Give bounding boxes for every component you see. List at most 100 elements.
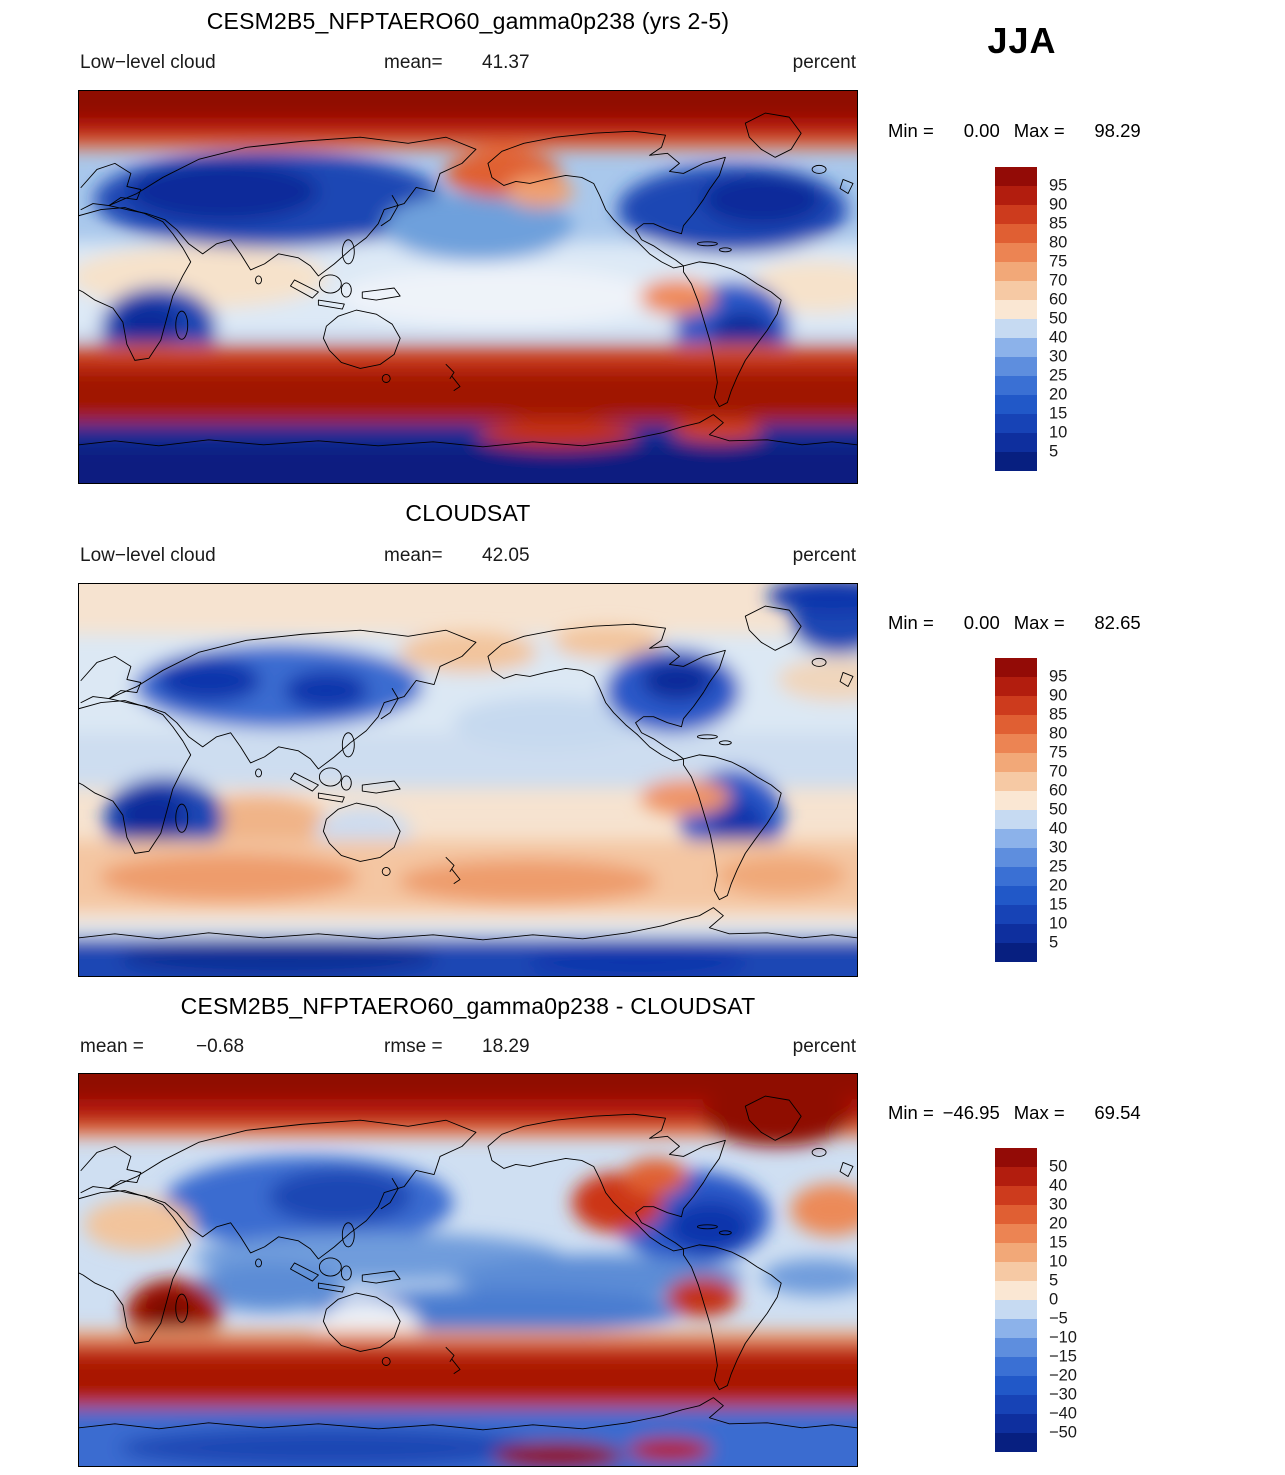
colorbar-tick-label: −5	[1049, 1309, 1068, 1328]
colorbar-tick-label: −30	[1049, 1385, 1077, 1404]
colorbar-segment	[995, 658, 1037, 677]
colorbar-segments	[995, 167, 1037, 471]
colorbar-segment	[995, 376, 1037, 395]
min-label: Min =	[888, 1102, 934, 1123]
colorbar-tick-label: 10	[1049, 1252, 1068, 1271]
mean-label: mean =	[80, 1036, 144, 1057]
colorbar-segment	[995, 810, 1037, 829]
colorbar-segment	[995, 1376, 1037, 1395]
colorbar-tick-label: −40	[1049, 1404, 1077, 1423]
colorbar-segment	[995, 715, 1037, 734]
colorbar-tick-label: 40	[1049, 819, 1068, 838]
colorbar-tick-label: 50	[1049, 1157, 1068, 1176]
colorbar-segment	[995, 433, 1037, 452]
colorbar-segments	[995, 658, 1037, 962]
colorbar-segment	[995, 1243, 1037, 1262]
colorbar-segment	[995, 224, 1037, 243]
colorbar-segment	[995, 357, 1037, 376]
max-label: Max =	[1013, 120, 1065, 141]
colorbar-segment	[995, 829, 1037, 848]
colorbar-tick-label: 85	[1049, 214, 1068, 233]
colorbar-model: 95 90 85 80 75 70 60 50 40 30 25 20 15 10 5	[995, 167, 1067, 471]
colorbar-tick-label: 10	[1049, 914, 1068, 933]
colorbar-segment	[995, 1281, 1037, 1300]
colorbar-segment	[995, 848, 1037, 867]
mean-value: 41.37	[482, 52, 530, 73]
colorbar-tick-label: 50	[1049, 309, 1068, 328]
colorbar-tick-label: 25	[1049, 857, 1068, 876]
colorbar-tick-label: 20	[1049, 1214, 1068, 1233]
colorbar-tick-label: 70	[1049, 762, 1068, 781]
colorbar-segment	[995, 791, 1037, 810]
colorbar-tick-label: 5	[1049, 442, 1059, 461]
colorbar-tick-label: 85	[1049, 705, 1068, 724]
max-label: Max =	[1013, 1102, 1065, 1123]
panel-cloudsat-stats: Low−level cloud mean= 42.05 percent	[78, 545, 858, 569]
colorbar-tick-label: 15	[1049, 1233, 1068, 1252]
colorbar-segment	[995, 753, 1037, 772]
colorbar-segment	[995, 943, 1037, 962]
colorbar-tick-label: 70	[1049, 271, 1068, 290]
colorbar-segment	[995, 1186, 1037, 1205]
colorbar-segment	[995, 1205, 1037, 1224]
colorbar-tick-label: 75	[1049, 743, 1068, 762]
colorbar-tick-label: 25	[1049, 366, 1068, 385]
panel-cloudsat-minmax: Min = 0.00 Max = 82.65	[888, 612, 1198, 634]
colorbar-segment	[995, 1262, 1037, 1281]
colorbar-segment	[995, 696, 1037, 715]
colorbar-tick-label: 15	[1049, 895, 1068, 914]
map-cloudsat-field	[79, 584, 857, 976]
colorbar-segment	[995, 319, 1037, 338]
colorbar-segment	[995, 1300, 1037, 1319]
colorbar-segment	[995, 1338, 1037, 1357]
colorbar-segment	[995, 734, 1037, 753]
colorbar-tick-label: 80	[1049, 233, 1068, 252]
colorbar-segment	[995, 414, 1037, 433]
colorbar-segment	[995, 452, 1037, 471]
colorbar-tick-label: −10	[1049, 1328, 1077, 1347]
colorbar-segment	[995, 677, 1037, 696]
min-value: −46.95	[942, 1102, 1000, 1123]
units-label: percent	[792, 545, 856, 566]
colorbar-tick-label: 10	[1049, 423, 1068, 442]
colorbar-tick-label: 5	[1049, 933, 1059, 952]
colorbar-segment	[995, 338, 1037, 357]
mean-value: −0.68	[196, 1036, 245, 1057]
units-label: percent	[792, 52, 856, 73]
colorbar-tick-label: 90	[1049, 686, 1068, 705]
colorbar-cloudsat: 95 90 85 80 75 70 60 50 40 30 25 20 15 10 5	[995, 658, 1067, 962]
colorbar-segment	[995, 905, 1037, 924]
min-value: 0.00	[963, 612, 1000, 633]
colorbar-segment	[995, 1224, 1037, 1243]
colorbar-segment	[995, 300, 1037, 319]
map-difference	[78, 1073, 858, 1467]
variable-label: Low−level cloud	[80, 52, 216, 73]
max-label: Max =	[1013, 612, 1065, 633]
variable-label: Low−level cloud	[80, 545, 216, 566]
colorbar-tick-label: 30	[1049, 838, 1068, 857]
colorbar-segment	[995, 205, 1037, 224]
colorbar-tick-label: 75	[1049, 252, 1068, 271]
colorbar-segment	[995, 772, 1037, 791]
map-cloudsat	[78, 583, 858, 977]
colorbar-segment	[995, 1414, 1037, 1433]
colorbar-tick-label: 40	[1049, 328, 1068, 347]
colorbar-segment	[995, 186, 1037, 205]
colorbar-tick-label: 80	[1049, 724, 1068, 743]
rmse-value: 18.29	[482, 1036, 530, 1057]
min-label: Min =	[888, 612, 934, 633]
colorbar-difference: 50 40 30 20 15 10 5 0 −5 −10 −15 −20 −30 −40 −50	[995, 1148, 1077, 1452]
colorbar-tick-label: 20	[1049, 385, 1068, 404]
colorbar-ticks: 95 90 85 80 75 70 60 50 40 30 25 20 15 10 5	[1049, 167, 1119, 471]
map-difference-field	[79, 1074, 857, 1466]
colorbar-tick-label: −15	[1049, 1347, 1077, 1366]
min-value: 0.00	[963, 120, 1000, 141]
colorbar-segment	[995, 262, 1037, 281]
colorbar-segment	[995, 167, 1037, 186]
colorbar-segment	[995, 1433, 1037, 1452]
colorbar-segment	[995, 1167, 1037, 1186]
panel-difference-title: CESM2B5_NFPTAERO60_gamma0p238 - CLOUDSAT	[180, 993, 756, 1019]
colorbar-segment	[995, 1319, 1037, 1338]
panel-cloudsat-title: CLOUDSAT	[405, 500, 531, 526]
